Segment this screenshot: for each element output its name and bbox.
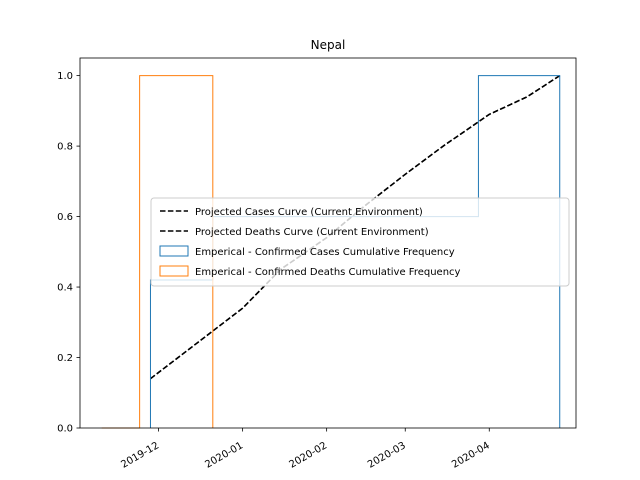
legend: Projected Cases Curve (Current Environme…: [150, 197, 570, 287]
legend-label-0: Projected Cases Curve (Current Environme…: [195, 207, 423, 218]
legend-box: [150, 197, 570, 287]
legend-swatch-3: [159, 265, 189, 277]
legend-label-1: Projected Deaths Curve (Current Environm…: [195, 227, 429, 238]
y-tick-label: 0.2: [57, 353, 73, 364]
legend-swatch-2: [159, 245, 189, 257]
y-tick-label: 0.0: [57, 424, 73, 435]
chart-title: Nepal: [311, 38, 346, 52]
y-tick-label: 0.6: [57, 212, 73, 223]
y-tick-label: 1.0: [57, 71, 73, 82]
legend-label-2: Emperical - Confirmed Cases Cumulative F…: [195, 247, 455, 258]
y-tick-label: 0.8: [57, 142, 73, 153]
legend-label-3: Emperical - Confirmed Deaths Cumulative …: [195, 267, 461, 278]
line-series-1: [150, 74, 561, 380]
y-tick-label: 0.4: [57, 283, 73, 294]
axes-frame: [79, 57, 577, 429]
